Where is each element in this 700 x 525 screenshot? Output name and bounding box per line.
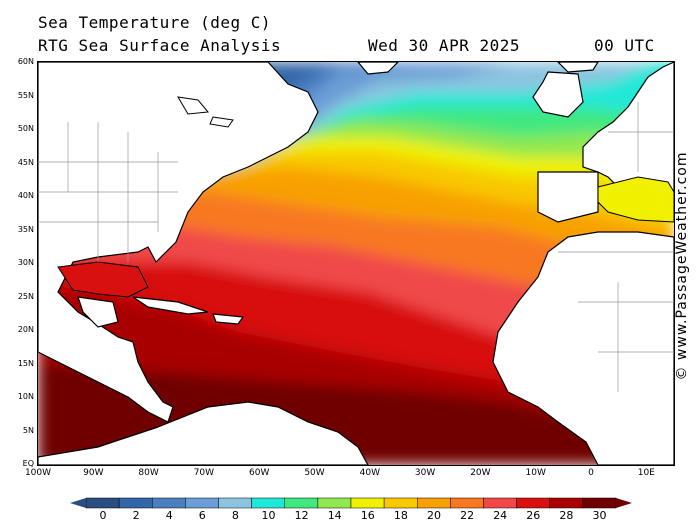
color-scale-tick-label: 8: [231, 509, 239, 522]
hispaniola: [212, 313, 245, 325]
iberia: [537, 171, 599, 223]
map-subtitle: RTG Sea Surface Analysis: [38, 36, 282, 55]
lat-label: 30N: [17, 258, 34, 267]
color-scale-tick-label: 22: [460, 509, 475, 522]
map-title: Sea Temperature (deg C): [38, 13, 272, 32]
gulf-of-mexico: [57, 261, 149, 298]
color-scale-swatch: [284, 497, 319, 509]
color-scale-tick-label: 10: [261, 509, 276, 522]
lat-label: EQ: [22, 459, 34, 468]
lon-label: 70W: [193, 468, 215, 478]
lat-label: 5N: [22, 425, 34, 435]
britain: [532, 71, 584, 118]
lat-label: 10N: [17, 392, 34, 401]
lat-label: 20N: [17, 325, 34, 334]
country-borders: [38, 102, 674, 392]
lon-label: 0: [588, 468, 594, 478]
mediterranean-sea: [597, 176, 674, 223]
land-masses: [38, 62, 674, 465]
africa: [492, 231, 674, 465]
color-scale-swatch: [152, 497, 186, 509]
color-scale-tick-label: 24: [493, 509, 508, 522]
color-scale-high-arrow: [616, 498, 632, 508]
lat-label: 55N: [17, 90, 34, 100]
color-scale-swatch: [450, 497, 484, 509]
color-scale-swatch: [483, 497, 517, 509]
color-scale-swatch: [85, 497, 120, 509]
color-scale-tick-label: 26: [526, 509, 541, 522]
lat-label: 25N: [17, 291, 34, 301]
color-scale-swatch: [516, 497, 550, 509]
color-scale-tick-label: 20: [427, 509, 441, 522]
color-scale-tick-label: 6: [198, 509, 206, 522]
color-scale-tick-label: 28: [559, 509, 574, 522]
color-scale-tick-label: 14: [327, 509, 342, 522]
lon-label: 80W: [138, 468, 159, 478]
sst-map-canvas: [38, 62, 674, 465]
lon-label: 90W: [83, 468, 104, 478]
map-time: 00 UTC: [594, 36, 655, 55]
lon-label: 60W: [249, 468, 270, 478]
color-scale-tick-label: 4: [165, 509, 173, 522]
lat-label: 35N: [17, 224, 34, 234]
color-scale-swatch: [118, 497, 153, 509]
color-scale-swatch: [218, 497, 252, 509]
color-scale-tick-label: 18: [393, 509, 408, 522]
color-scale-swatch: [549, 497, 584, 509]
lon-label: 50W: [304, 468, 325, 478]
lat-label: 40N: [17, 191, 34, 200]
great-lakes: [177, 96, 234, 128]
color-scale-swatch: [185, 497, 219, 509]
lon-label: 40W: [359, 468, 380, 478]
color-scale-tick-label: 30: [592, 509, 607, 522]
color-scale-swatch: [350, 497, 385, 509]
color-scale-tick-label: 12: [294, 509, 309, 522]
color-scale-swatch: [383, 497, 418, 509]
color-scale-swatch: [417, 497, 451, 509]
lon-label: 10W: [525, 468, 546, 478]
lon-label: 20W: [470, 468, 491, 478]
north-america: [38, 62, 319, 423]
lon-label: 10E: [637, 468, 655, 478]
cuba: [132, 296, 209, 315]
lat-label: 45N: [17, 157, 34, 167]
color-scale-tick-label: 16: [360, 509, 375, 522]
color-scale-tick-label: 0: [99, 509, 107, 522]
lat-label: 60N: [17, 57, 34, 66]
color-scale-tick-label: 2: [132, 509, 140, 522]
credit-watermark: © www.PassageWeather.com: [674, 151, 690, 381]
lat-label: 15N: [17, 358, 34, 368]
greenland-tip: [357, 62, 399, 75]
sst-map[interactable]: [37, 61, 675, 466]
color-scale-low-arrow: [70, 498, 86, 508]
color-scale-swatch: [251, 497, 285, 509]
map-date: Wed 30 APR 2025: [368, 36, 520, 55]
iceland-region: [557, 62, 599, 73]
south-america: [38, 401, 369, 465]
yucatan: [77, 296, 119, 328]
lon-label: 100W: [24, 468, 52, 478]
color-scale-swatch: [317, 497, 352, 509]
color-scale-bar: [70, 497, 632, 509]
lat-label: 50N: [17, 124, 34, 133]
lon-label: 30W: [414, 468, 436, 478]
color-scale-swatch: [582, 497, 617, 509]
